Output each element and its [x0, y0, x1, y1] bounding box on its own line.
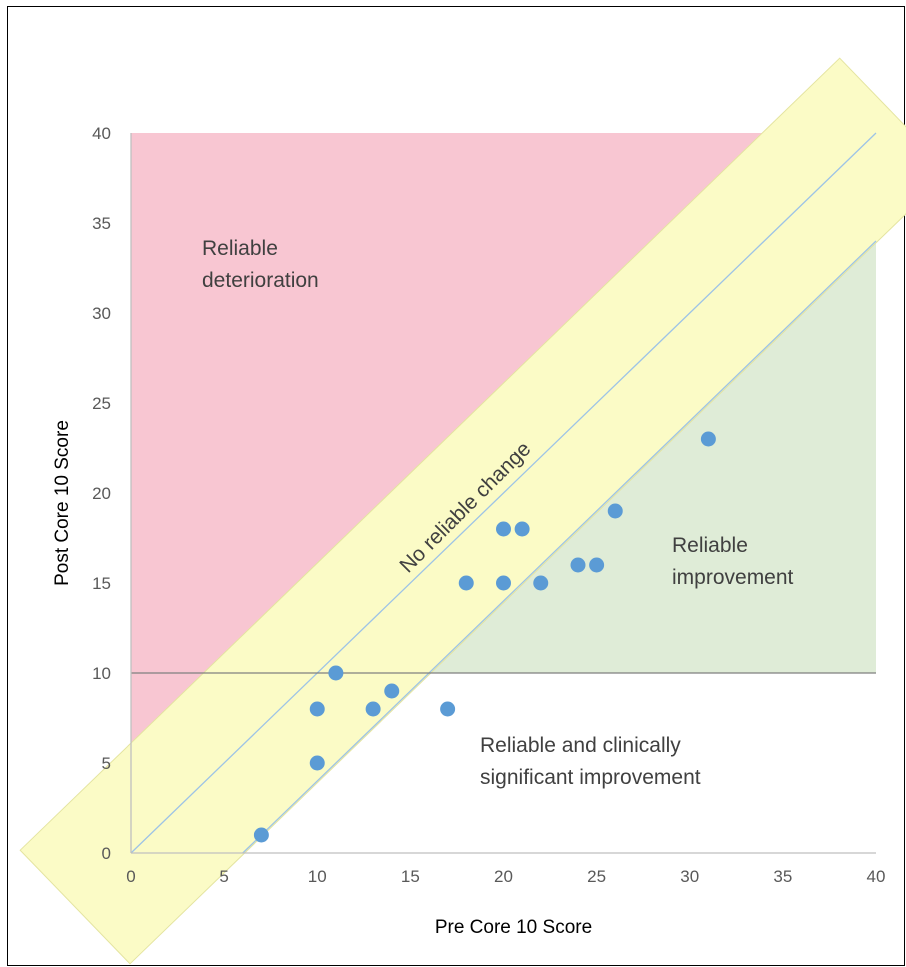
y-tick-label: 25: [92, 394, 111, 413]
region-no-reliable-change: [19, 57, 906, 965]
lines-layer: [130, 132, 877, 854]
data-point: [384, 683, 400, 699]
data-point: [496, 575, 511, 591]
data-point: [309, 755, 325, 771]
reliable-change-boundary-line: [242, 240, 877, 854]
data-point: [589, 557, 605, 573]
data-point: [309, 701, 325, 717]
data-point: [328, 665, 344, 681]
points-layer: [253, 431, 716, 843]
y-tick-label: 5: [102, 754, 111, 773]
x-tick-label: 10: [308, 867, 327, 886]
data-point: [458, 575, 474, 591]
x-tick-label: 20: [494, 867, 513, 886]
data-point: [533, 575, 549, 591]
y-tick-label: 20: [92, 484, 111, 503]
y-tick-label: 15: [92, 574, 111, 593]
data-point: [607, 503, 623, 519]
x-tick-label: 0: [126, 867, 135, 886]
x-axis-title: Pre Core 10 Score: [435, 917, 592, 938]
data-point: [365, 701, 381, 717]
y-tick-label: 10: [92, 664, 111, 683]
x-tick-label: 30: [680, 867, 699, 886]
y-tick-label: 30: [92, 304, 111, 323]
x-tick-label: 25: [587, 867, 606, 886]
data-point: [514, 521, 530, 537]
data-point: [700, 431, 716, 447]
label-reliable-deterioration: Reliable deterioration: [202, 237, 319, 292]
data-point: [570, 557, 586, 573]
y-axis-title: Post Core 10 Score: [52, 420, 73, 586]
axes-layer: 0 5 10 15 20 25 30 35 40 0 5 10 15 20 25 30 35 40 Pre Core…: [52, 124, 885, 938]
data-point: [496, 521, 511, 537]
x-tick-label: 35: [773, 867, 792, 886]
label-clinical-improvement: Reliable and clinically significant impro…: [480, 734, 701, 789]
label-reliable-improvement: Reliable improvement: [672, 534, 794, 589]
data-point: [440, 701, 456, 717]
y-tick-label: 35: [92, 214, 111, 233]
y-tick-label: 0: [102, 844, 111, 863]
diagonal-no-change-line: [130, 132, 877, 854]
data-point: [253, 827, 269, 843]
y-tick-label: 40: [92, 124, 111, 143]
x-tick-label: 5: [219, 867, 228, 886]
x-tick-label: 15: [401, 867, 420, 886]
x-tick-label: 40: [867, 867, 886, 886]
